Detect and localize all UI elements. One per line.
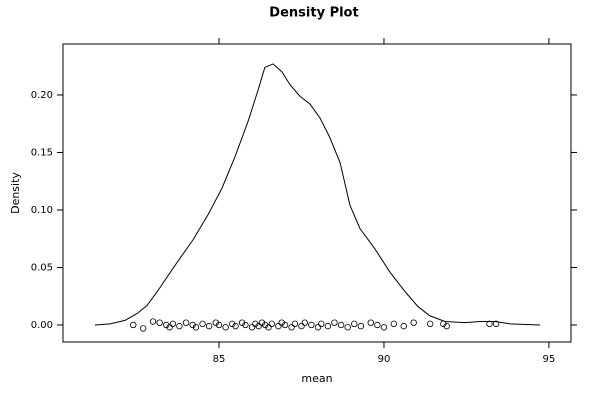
plot-frame <box>62 43 572 343</box>
rug-point <box>278 319 285 326</box>
rug-point <box>314 324 322 331</box>
x-axis-label: mean <box>301 372 332 385</box>
rug-point <box>486 320 493 328</box>
rug-point <box>281 321 289 329</box>
chart-title: Density Plot <box>269 6 358 21</box>
rug-point <box>199 320 206 328</box>
rug-point <box>222 324 229 331</box>
rug-point <box>374 321 381 329</box>
x-tick-label: 95 <box>543 354 556 365</box>
rug-point <box>205 322 213 330</box>
rug-point <box>268 320 276 328</box>
rug-point <box>189 321 196 329</box>
rug-point <box>440 320 447 328</box>
y-tick-label: 0.10 <box>31 205 53 216</box>
rug-point <box>337 321 345 329</box>
y-tick-label: 0.00 <box>31 320 53 331</box>
rug-point <box>400 322 407 330</box>
rug-point <box>169 320 177 328</box>
rug-point <box>298 322 305 330</box>
rug-point <box>367 319 374 326</box>
rug-point <box>301 319 308 326</box>
rug-point <box>324 322 332 330</box>
rug-point <box>182 319 190 326</box>
rug-point <box>252 320 259 328</box>
rug-point <box>149 318 157 325</box>
rug-point <box>229 320 236 328</box>
rug-point <box>426 320 434 328</box>
rug-point <box>331 319 338 326</box>
rug-point <box>258 319 266 326</box>
rug-point <box>308 321 315 329</box>
rug-point <box>344 324 351 331</box>
rug-point <box>410 319 417 326</box>
rug-point <box>248 324 256 331</box>
rug-point <box>357 322 365 330</box>
rug-point <box>288 324 295 331</box>
rug-point <box>242 321 249 329</box>
rug-point <box>139 325 147 332</box>
rug-point <box>380 324 388 331</box>
rug-point <box>212 319 219 326</box>
rug-point <box>262 321 269 329</box>
rug-point <box>291 320 299 328</box>
rug-point <box>156 319 163 326</box>
rug-point <box>176 322 183 330</box>
rug-point <box>275 322 282 330</box>
rug-point <box>238 319 246 326</box>
rug-point <box>130 321 137 329</box>
rug-point <box>255 322 262 330</box>
y-tick-label: 0.05 <box>31 262 53 273</box>
rug-point <box>492 320 500 328</box>
rug-point <box>265 324 272 331</box>
y-axis-label: Density <box>9 172 22 214</box>
y-tick-label: 0.15 <box>31 147 53 158</box>
rug-point <box>390 320 398 328</box>
x-tick-label: 85 <box>213 354 226 365</box>
rug-point <box>232 322 239 330</box>
rug-point <box>166 324 173 331</box>
rug-point <box>443 322 450 330</box>
rug-point <box>192 324 200 331</box>
density-line <box>94 63 541 326</box>
rug-point <box>318 320 325 328</box>
y-tick-label: 0.20 <box>31 90 53 101</box>
rug-point <box>215 321 223 329</box>
rug-point <box>163 321 170 329</box>
x-tick-label: 90 <box>378 354 391 365</box>
rug-point <box>351 320 358 328</box>
